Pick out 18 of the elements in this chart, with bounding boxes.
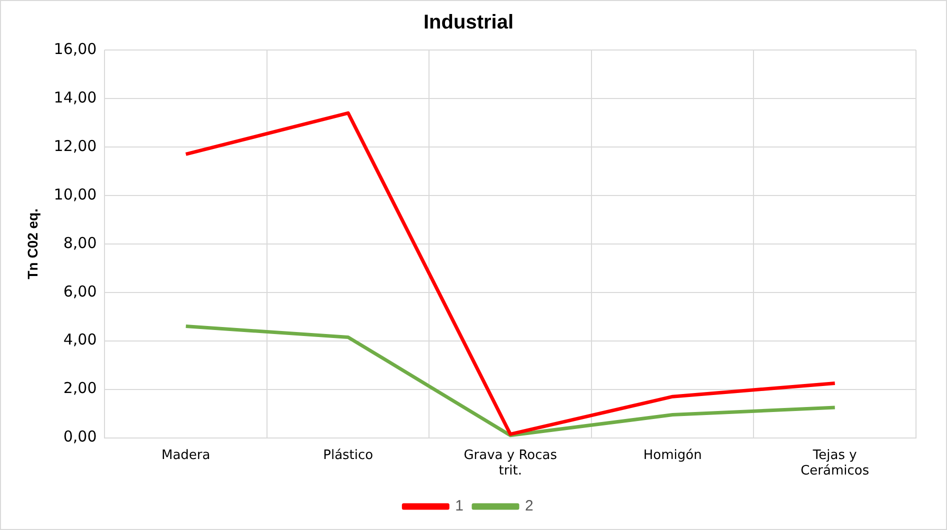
y-tick-label: 12,00 (54, 136, 97, 155)
y-tick-label: 4,00 (63, 330, 97, 349)
x-tick-label: Plástico (323, 448, 374, 463)
y-tick-label: 10,00 (54, 185, 97, 204)
y-tick-label: 14,00 (54, 88, 97, 106)
y-tick-label: 0,00 (63, 428, 97, 446)
x-tick-label: Madera (161, 448, 210, 463)
legend-label: 2 (525, 498, 534, 515)
y-tick-label: 16,00 (54, 40, 97, 58)
y-tick-label: 6,00 (63, 282, 97, 300)
x-tick-label: Homigón (643, 448, 702, 463)
x-tick-label: Grava y Rocas trit. (464, 448, 558, 479)
chart-title: Industrial (423, 12, 514, 34)
y-tick-label: 2,00 (63, 379, 97, 398)
x-tick-label: Tejas y Cerámicos (800, 448, 870, 479)
y-tick-label: 8,00 (63, 234, 97, 252)
legend-label: 1 (455, 498, 464, 515)
y-axis-title: Tn C02 eq. (24, 208, 40, 280)
